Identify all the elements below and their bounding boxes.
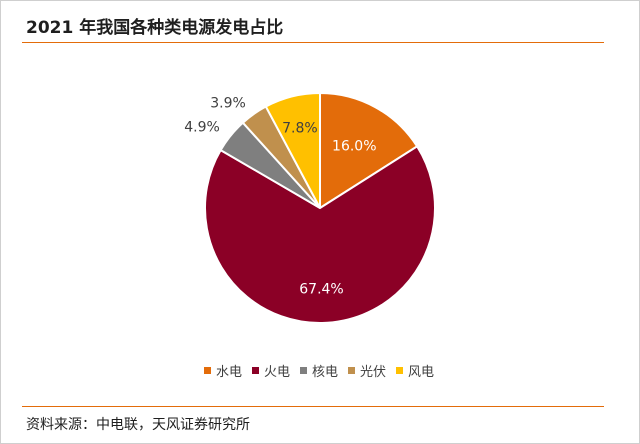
legend-swatch [299,367,307,374]
source-divider [22,406,604,407]
legend-label: 火电 [263,365,290,380]
title-divider [22,42,604,43]
legend-item-hydro: 水电 [203,361,242,380]
legend-swatch [348,367,355,374]
pie-slice-wind [264,91,321,209]
legend-swatch [396,367,404,374]
chart-legend: 水电 火电 核电 光伏 风电 [0,361,638,380]
legend-item-solar: 光伏 [348,361,386,380]
chart-title: 2021 年我国各种类电源发电占比 [26,18,284,38]
data-label-nuclear: 4.9% [184,120,220,136]
data-label-solar: 3.9% [210,96,246,112]
source-note: 资料来源：中电联，天风证券研究所 [26,417,250,433]
legend-item-nuclear: 核电 [299,361,338,380]
legend-label: 光伏 [360,365,387,380]
legend-item-wind: 风电 [396,361,434,380]
legend-label: 核电 [311,365,338,380]
data-label-wind: 7.8% [282,121,318,137]
legend-label: 水电 [215,365,242,380]
legend-label: 风电 [408,365,435,380]
legend-item-thermal: 火电 [251,361,290,380]
legend-swatch [203,367,211,374]
legend-swatch [251,367,259,374]
data-label-thermal: 67.4% [299,282,343,298]
pie-slice-thermal [204,144,436,324]
data-label-hydro: 16.0% [332,139,376,155]
pie-slice-hydro [319,91,419,210]
